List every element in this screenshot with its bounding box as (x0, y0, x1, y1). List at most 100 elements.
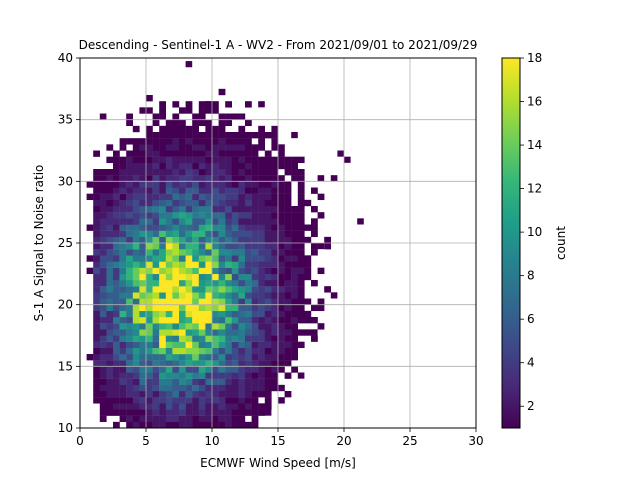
heatmap-cell (205, 366, 213, 373)
heatmap-cell (185, 169, 193, 176)
heatmap-cell (278, 280, 285, 287)
heatmap-cell (205, 372, 213, 379)
heatmap-cell (126, 298, 133, 305)
heatmap-cell (165, 230, 173, 238)
heatmap-cell (165, 298, 173, 305)
heatmap-cell (132, 261, 140, 268)
heatmap-cell (152, 335, 160, 342)
heatmap-cell (113, 224, 120, 231)
heatmap-cell (192, 354, 199, 361)
heatmap-cell (218, 329, 226, 336)
heatmap-cell (113, 206, 120, 213)
heatmap-cell (185, 372, 193, 379)
heatmap-cell (93, 354, 100, 361)
heatmap-cell (93, 335, 100, 342)
heatmap-cell (225, 421, 232, 429)
heatmap-cell (231, 218, 239, 225)
heatmap-cell (99, 310, 107, 318)
heatmap-cell (172, 169, 180, 176)
heatmap-cell (146, 150, 153, 157)
heatmap-cell (99, 304, 107, 312)
heatmap-cell (212, 261, 219, 268)
heatmap-cell (146, 125, 153, 133)
heatmap-cell (192, 360, 199, 367)
heatmap-cell (231, 175, 239, 182)
heatmap-cell (172, 415, 180, 423)
heatmap-cell (159, 384, 166, 392)
heatmap-cell (284, 162, 292, 170)
heatmap-cell (106, 403, 114, 410)
heatmap-cell (113, 397, 120, 404)
heatmap-cell (139, 236, 147, 244)
heatmap-cell (212, 144, 219, 151)
heatmap-cell (218, 156, 226, 164)
heatmap-cell (132, 249, 140, 256)
heatmap-outlier-cell (297, 372, 305, 379)
heatmap-cell (258, 372, 265, 379)
heatmap-cell (152, 298, 160, 305)
heatmap-cell (258, 378, 265, 386)
heatmap-cell (198, 403, 206, 410)
heatmap-cell (291, 335, 298, 342)
heatmap-cell (126, 341, 133, 349)
heatmap-cell (258, 175, 265, 182)
heatmap-cell (198, 193, 206, 201)
heatmap-cell (212, 193, 219, 201)
heatmap-cell (238, 409, 246, 416)
heatmap-cell (297, 249, 305, 256)
heatmap-cell (139, 261, 147, 268)
heatmap-cell (146, 181, 153, 188)
heatmap-cell (205, 298, 213, 305)
heatmap-cell (258, 181, 265, 188)
heatmap-cell (192, 212, 199, 219)
heatmap-cell (152, 187, 160, 194)
heatmap-cell (126, 317, 133, 324)
heatmap-cell (245, 199, 252, 207)
heatmap-cell (205, 280, 213, 287)
heatmap-cell (132, 354, 140, 361)
heatmap-cell (198, 212, 206, 219)
heatmap-cell (278, 187, 285, 194)
heatmap-cell (126, 310, 133, 318)
heatmap-cell (205, 292, 213, 299)
heatmap-cell (225, 397, 232, 404)
heatmap-cell (113, 403, 120, 410)
heatmap-cell (179, 298, 186, 305)
heatmap-cell (132, 138, 140, 145)
heatmap-cell (212, 360, 219, 367)
heatmap-cell (212, 107, 219, 114)
heatmap-cell (139, 156, 147, 164)
heatmap-cell (198, 341, 206, 349)
heatmap-cell (291, 317, 298, 324)
heatmap-cell (165, 138, 173, 145)
x-tick-label: 10 (204, 434, 219, 448)
heatmap-cell (172, 212, 180, 219)
heatmap-cell (172, 199, 180, 207)
heatmap-cell (212, 169, 219, 176)
heatmap-cell (264, 169, 272, 176)
heatmap-cell (152, 273, 160, 281)
heatmap-cell (146, 169, 153, 176)
heatmap-cell (152, 138, 160, 145)
heatmap-cell (106, 218, 114, 225)
heatmap-cell (179, 249, 186, 256)
heatmap-cell (258, 156, 265, 164)
heatmap-cell (297, 304, 305, 312)
heatmap-cell (278, 366, 285, 373)
heatmap-cell (258, 384, 265, 392)
heatmap-cell (146, 224, 153, 231)
heatmap-cell (271, 236, 279, 244)
heatmap-cell (225, 335, 232, 342)
heatmap-outlier-cell (330, 292, 338, 299)
heatmap-cell (93, 175, 100, 182)
heatmap-cell (146, 95, 153, 102)
heatmap-cell (146, 280, 153, 287)
heatmap-cell (132, 125, 140, 133)
heatmap-cell (192, 199, 199, 207)
heatmap-cell (165, 304, 173, 312)
heatmap-cell (258, 280, 265, 287)
heatmap-cell (132, 421, 140, 429)
heatmap-cell (126, 255, 133, 262)
heatmap-cell (192, 138, 199, 145)
heatmap-cell (132, 347, 140, 355)
